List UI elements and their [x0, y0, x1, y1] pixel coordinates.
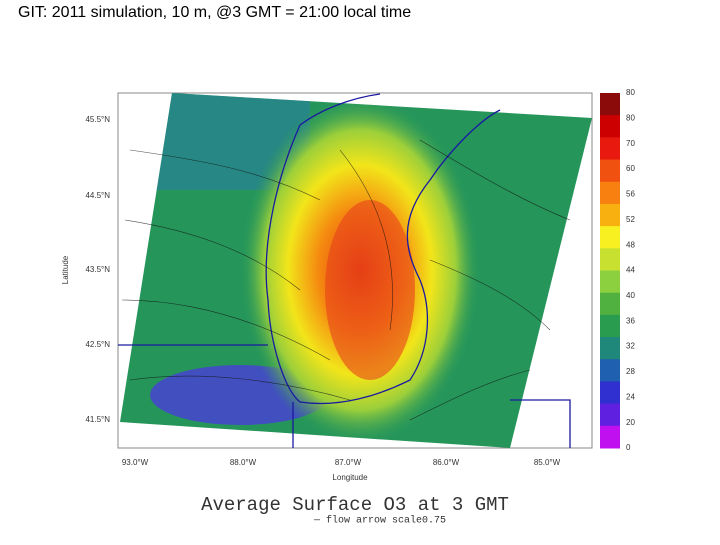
colorbar-swatch: [600, 359, 620, 382]
colorbar-swatch: [600, 248, 620, 271]
colorbar-label: 32: [626, 342, 635, 351]
colorbar-label: 48: [626, 240, 635, 249]
colorbar-label: 44: [626, 266, 635, 275]
lon-label: 93.0°W: [122, 458, 149, 467]
colorbar-swatch: [600, 181, 620, 205]
colorbar-label: 36: [626, 316, 635, 325]
colorbar-swatch: [600, 115, 620, 138]
colorbar-label: 52: [626, 215, 635, 224]
colorbar-label: 80: [626, 88, 635, 97]
lon-label: 88.0°W: [230, 458, 257, 467]
colorbar-label: 56: [626, 190, 635, 199]
lon-label: 86.0°W: [433, 458, 460, 467]
map-title: Average Surface O3 at 3 GMT: [201, 494, 509, 516]
map-subtitle: — flow arrow scale0.75: [313, 515, 446, 527]
colorbar-swatch: [600, 425, 620, 449]
colorbar-swatch: [600, 381, 620, 405]
colorbar-label: 40: [626, 291, 635, 300]
lat-label: 45.5°N: [85, 115, 110, 124]
map-frame: [117, 92, 593, 449]
latitude-labels: 45.5°N 44.5°N 43.5°N 42.5°N 41.5°N: [85, 115, 110, 424]
y-axis-label: Latitude: [61, 255, 70, 284]
streamlines: [121, 139, 571, 421]
colorbar: 80 80 70 60 56 52 48 44 40 36 32 28 24 20 0: [600, 88, 635, 452]
lat-label: 42.5°N: [85, 340, 110, 349]
x-axis-label: Longitude: [332, 473, 368, 482]
lon-label: 87.0°W: [335, 458, 362, 467]
lon-label: 85.0°W: [534, 458, 561, 467]
lat-label: 43.5°N: [85, 265, 110, 274]
colorbar-swatch: [600, 159, 620, 183]
colorbar-label: 60: [626, 164, 635, 173]
colorbar-swatch: [600, 314, 620, 338]
longitude-labels: 93.0°W 88.0°W 87.0°W 86.0°W 85.0°W: [122, 458, 561, 467]
slide-title: GIT: 2011 simulation, 10 m, @3 GMT = 21:…: [18, 4, 411, 21]
lat-label: 44.5°N: [85, 191, 110, 200]
colorbar-label: 0: [626, 443, 631, 452]
coastlines: [118, 93, 571, 448]
colorbar-swatch: [600, 403, 620, 427]
colorbar-swatch: [600, 203, 620, 227]
colorbar-label: 20: [626, 418, 635, 427]
colorbar-swatch: [600, 292, 620, 316]
colorbar-swatch: [600, 93, 620, 116]
colorbar-label: 24: [626, 392, 635, 401]
colorbar-label: 70: [626, 139, 635, 148]
lat-label: 41.5°N: [85, 415, 110, 424]
colorbar-label: 28: [626, 367, 635, 376]
colorbar-label: 80: [626, 113, 635, 122]
ozone-field: [120, 93, 592, 448]
colorbar-swatch: [600, 337, 620, 360]
colorbar-swatch: [600, 137, 620, 161]
colorbar-swatch: [600, 270, 620, 294]
colorbar-swatch: [600, 226, 620, 249]
